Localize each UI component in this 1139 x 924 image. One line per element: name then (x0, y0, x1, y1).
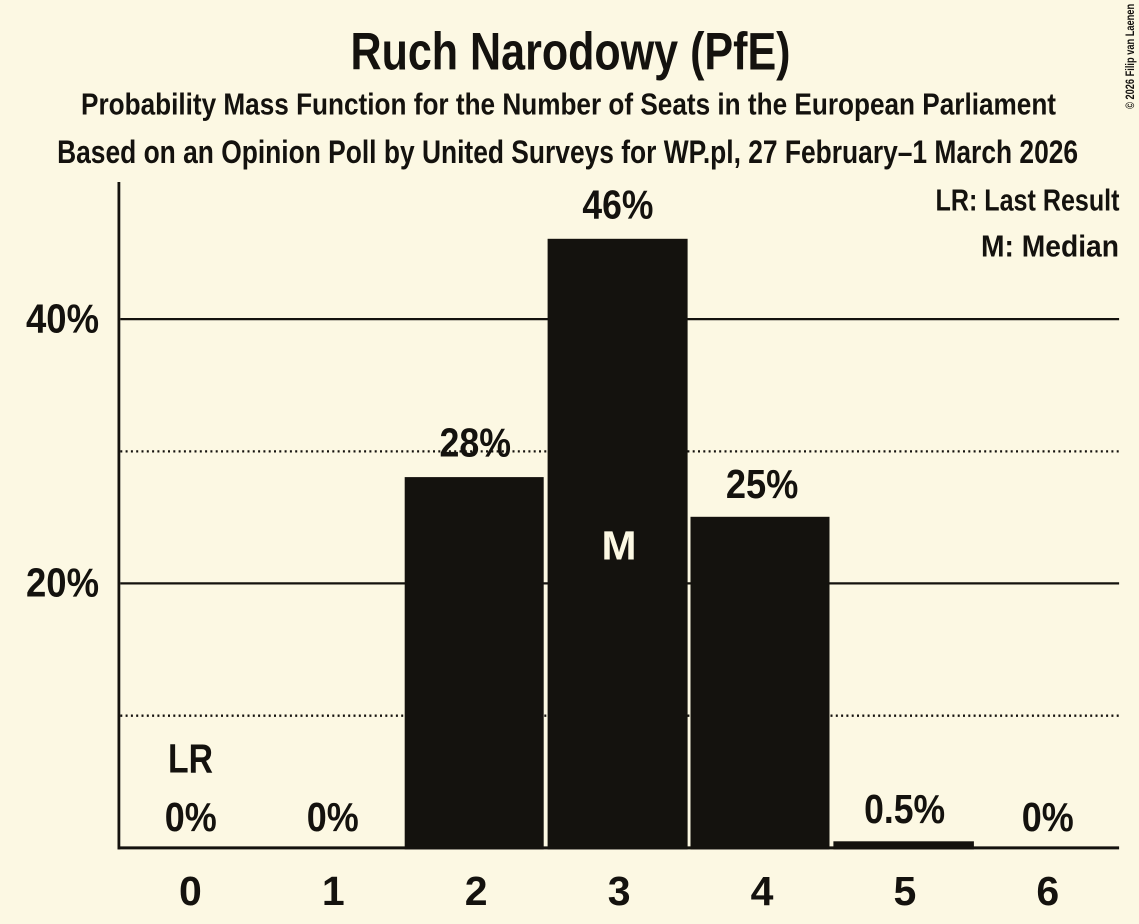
svg-text:1: 1 (322, 868, 345, 914)
svg-text:28%: 28% (440, 420, 512, 466)
svg-text:0.5%: 0.5% (864, 786, 945, 832)
svg-text:Probability Mass Function for: Probability Mass Function for the Number… (81, 87, 1056, 122)
svg-text:© 2026 Filip van Laenen: © 2026 Filip van Laenen (1125, 4, 1137, 109)
svg-text:20%: 20% (26, 560, 99, 606)
svg-text:40%: 40% (26, 296, 99, 342)
svg-text:46%: 46% (582, 182, 653, 228)
svg-text:25%: 25% (726, 461, 799, 507)
svg-text:LR: LR (168, 736, 213, 782)
svg-text:Ruch Narodowy (PfE): Ruch Narodowy (PfE) (351, 23, 791, 82)
svg-text:0: 0 (179, 868, 202, 914)
svg-text:0%: 0% (1022, 794, 1074, 840)
svg-text:0%: 0% (165, 794, 217, 840)
svg-text:Based on an Opinion Poll by Un: Based on an Opinion Poll by United Surve… (57, 134, 1078, 170)
svg-text:M: M (602, 522, 637, 568)
svg-text:M: Median: M: Median (981, 229, 1119, 264)
svg-text:2: 2 (465, 868, 488, 914)
svg-text:5: 5 (893, 868, 916, 914)
svg-text:3: 3 (608, 868, 631, 914)
svg-text:0%: 0% (307, 794, 359, 840)
svg-text:6: 6 (1036, 868, 1059, 914)
svg-text:4: 4 (751, 868, 774, 914)
svg-text:LR: Last Result: LR: Last Result (936, 183, 1120, 218)
